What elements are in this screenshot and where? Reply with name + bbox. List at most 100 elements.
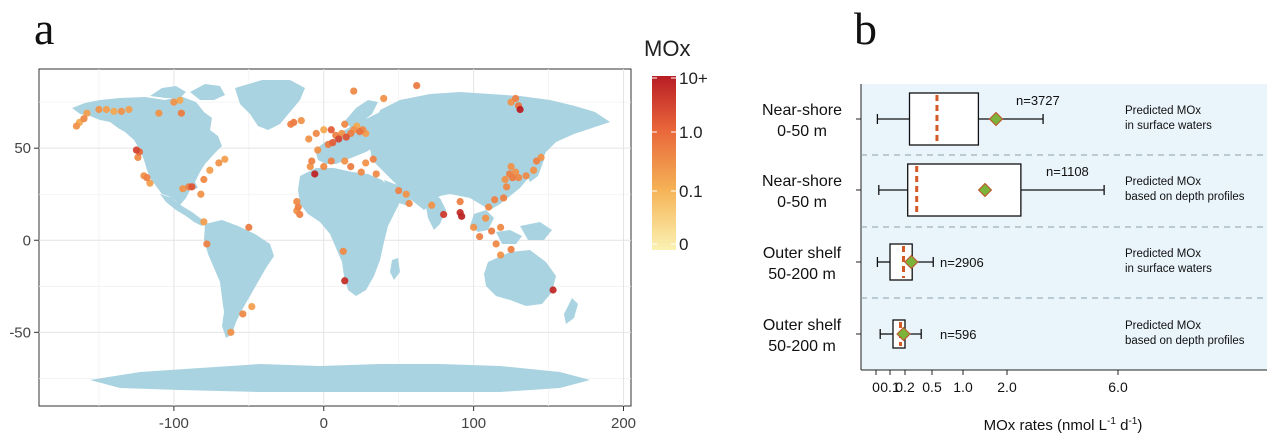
map-point [341,120,349,128]
map-point [110,107,118,115]
box-x-tick-label: 2.0 [997,379,1017,395]
legend-title: MOx [644,36,690,61]
panel-b-label: b [854,3,877,54]
category-label: Near-shore 0-50 m [762,102,842,140]
map-point [511,168,520,176]
map-point [297,116,305,125]
map-point [372,170,380,178]
map-point [380,94,388,103]
iqr-box [907,163,1022,217]
map-point [497,223,505,231]
map-point [296,210,304,219]
map-point [508,174,517,182]
map-point [413,81,421,90]
map-point [80,115,88,123]
map-point [507,163,515,171]
map-y-tick-label: -50 [9,324,31,341]
map-x-tick-label: -100 [159,415,189,432]
map-point [83,109,91,117]
legend-label: 1.0 [679,123,703,142]
map-x-tick-label: 0 [320,415,328,432]
map-point [327,157,335,165]
map-point [470,223,478,231]
map-point [293,197,301,206]
box-x-tick-label: 0.5 [922,379,942,395]
box-x-tick-label: 1.0 [953,379,973,395]
map-points [72,81,557,336]
map-point [146,179,154,187]
map-point [176,96,184,104]
legend-label: 0.1 [679,182,703,201]
map-point [395,186,403,195]
box-group: Near-shore 0-50 m n=3727 Predicted MOx in su… [762,92,1212,146]
box-separators [861,154,1267,299]
map-point [215,159,223,167]
map-point [170,98,178,106]
box-group: Near-shore 0-50 m n=1108 Predicted MOx based… [762,163,1245,217]
group-note: Predicted MOx based on depth profiles [1125,320,1245,347]
map-point [356,128,364,136]
map-point [320,163,328,171]
map-point [362,159,370,167]
map-point [497,251,505,259]
map-point [155,109,163,117]
map-point [482,214,490,222]
map-point [197,190,205,198]
map-point [206,166,214,174]
map-point [335,135,343,143]
map-point [507,245,515,254]
map-point [522,172,530,180]
map-point [177,109,185,117]
map-point [308,157,316,165]
map-point [488,227,496,235]
map-point [491,196,499,204]
box-x-tick-label: 6.0 [1108,379,1128,395]
map-point [72,122,81,130]
map-point [440,210,448,219]
map-point [339,247,347,255]
map-point [428,201,436,209]
map-point [516,105,524,114]
n-label: n=1108 [1046,164,1089,179]
map-point [347,163,355,171]
category-label: Outer shelf 50-200 m [763,317,842,355]
box-x-axis: 0 0.10.2 0.5 1.0 2.0 6.0 [872,370,1128,395]
map-point [227,328,235,336]
map-point [143,174,151,182]
map-point [200,218,208,226]
map-point [294,203,302,211]
map-point [329,139,337,147]
mean-marker [896,326,911,342]
box-x-tick-label: 0.1 [880,379,900,395]
mean-marker [988,111,1004,127]
map-point [492,240,500,248]
map-point [179,185,187,193]
map-point [290,118,298,127]
map-point [500,194,508,202]
map-x-tick-label: 100 [461,415,486,432]
map-y-tick-label: 50 [14,140,31,157]
group-note: Predicted MOx in surface waters [1125,248,1212,275]
map-point [314,146,322,154]
legend-label: 10+ [679,69,708,88]
map-point [95,105,103,114]
color-legend: MOx 10+ 1.0 0.1 0 [644,36,708,254]
legend-ticks: 10+ 1.0 0.1 0 [652,69,708,254]
map-point [341,157,349,165]
map-point [248,302,256,311]
group-note: Predicted MOx based on depth profiles [1125,176,1245,203]
legend-colorbar [652,76,676,250]
group-note: Predicted MOx in surface waters [1125,105,1212,132]
map-axes: -100 0 100 200 -50 0 50 [9,140,636,432]
legend-label: 0 [679,235,688,254]
map-point [327,126,335,134]
box-group: Outer shelf 50-200 m n=2906 Predicted MOx in… [763,243,1212,283]
world-landmass [72,80,610,392]
n-label: n=596 [940,327,977,342]
category-label: Outer shelf 50-200 m [763,245,842,283]
map-point [200,175,208,184]
map-point [529,166,538,174]
box-group: Outer shelf 50-200 m n=596 Predicted MOx bas… [763,317,1245,355]
map-point [357,168,365,176]
